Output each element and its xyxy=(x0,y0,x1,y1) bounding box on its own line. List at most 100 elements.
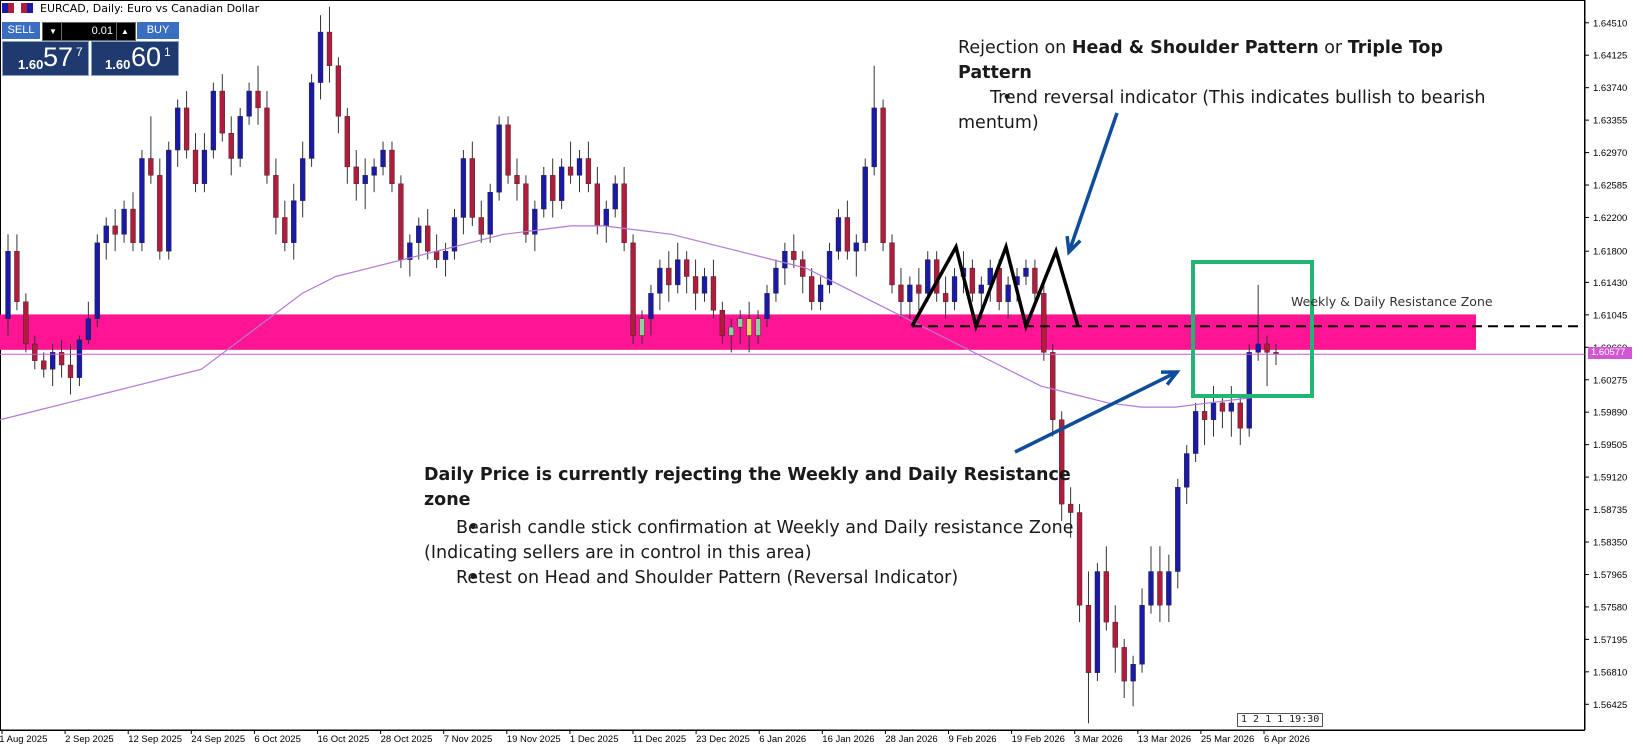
candle xyxy=(175,107,181,151)
x-tick-label: 13 Mar 2026 xyxy=(1138,734,1191,745)
candle xyxy=(210,90,217,151)
x-tick-label: 7 Nov 2025 xyxy=(444,734,493,745)
y-tick-label: 1.62585 xyxy=(1593,181,1627,192)
candle xyxy=(817,284,824,302)
x-tick-label: 16 Oct 2025 xyxy=(318,734,370,745)
candle xyxy=(567,166,574,176)
candle xyxy=(112,225,118,235)
candle xyxy=(478,217,484,235)
sell-price-main: 57 xyxy=(43,42,74,72)
candle xyxy=(139,158,145,243)
candle xyxy=(487,191,493,235)
candle xyxy=(14,251,20,302)
y-tick-label: 1.59120 xyxy=(1593,473,1627,484)
candle xyxy=(558,166,565,201)
sell-button[interactable]: SELL xyxy=(2,22,40,39)
candle xyxy=(657,267,663,294)
candle xyxy=(282,217,288,243)
y-tick-label: 1.62200 xyxy=(1593,213,1627,224)
candle xyxy=(728,326,734,336)
x-tick-label: 6 Oct 2025 xyxy=(254,734,300,745)
buy-price-prefix: 1.60 xyxy=(105,57,131,72)
candle xyxy=(925,259,931,294)
candle xyxy=(585,158,592,184)
buy-price-box[interactable]: 1.60 60 1 xyxy=(91,41,179,76)
candle xyxy=(183,107,190,151)
candle xyxy=(1157,571,1163,606)
candle xyxy=(1067,503,1074,513)
candle xyxy=(594,183,601,227)
chart-symbol: EURCAD, Daily: xyxy=(40,2,124,15)
candle xyxy=(166,149,172,252)
lot-size-value[interactable]: 0.01 xyxy=(91,25,113,37)
candle xyxy=(273,175,279,218)
chevron-down-icon[interactable]: ▼ xyxy=(45,23,62,40)
candle xyxy=(853,242,859,252)
candle xyxy=(683,259,690,277)
moving-average-line xyxy=(0,225,1277,421)
candles-layer xyxy=(5,6,1279,724)
candle xyxy=(246,90,252,117)
sell-price-box[interactable]: 1.60 57 7 xyxy=(2,41,89,76)
candle xyxy=(666,267,672,286)
sell-price-suffix: 7 xyxy=(76,45,83,59)
annotation-bottom-bullet-1: • Bearish candle stick confirmation at We… xyxy=(424,518,1074,563)
arrow-to-pattern xyxy=(1067,112,1119,253)
candle xyxy=(300,158,306,201)
candle xyxy=(514,175,520,184)
candle xyxy=(496,124,502,193)
candle xyxy=(326,31,333,66)
candle xyxy=(603,208,609,227)
candle xyxy=(32,343,38,361)
lot-size-stepper[interactable]: ▼ 0.01 ▲ xyxy=(42,22,136,41)
candle xyxy=(1023,267,1029,277)
candle xyxy=(335,65,342,117)
candle xyxy=(1094,571,1101,673)
candle xyxy=(773,267,779,294)
candle xyxy=(1273,352,1279,355)
candle xyxy=(219,90,225,134)
candle xyxy=(362,175,368,184)
x-tick-label: 16 Jan 2026 xyxy=(822,734,874,745)
candle xyxy=(192,149,199,184)
candle xyxy=(1219,402,1226,412)
x-tick-label: 24 Sep 2025 xyxy=(191,734,245,745)
candle xyxy=(791,251,797,260)
candle xyxy=(1130,664,1136,682)
candle xyxy=(532,208,538,235)
candle xyxy=(291,200,297,243)
y-tick-label: 1.64510 xyxy=(1593,18,1627,29)
annotation-top-title: Rejection on Head & Shoulder Pattern or … xyxy=(958,38,1443,83)
candle xyxy=(907,284,913,302)
candle xyxy=(130,208,136,243)
candle xyxy=(1121,647,1127,682)
candle xyxy=(1005,284,1011,302)
candle xyxy=(576,158,583,176)
x-tick-label: 1 Dec 2025 xyxy=(570,734,619,745)
chart-icon xyxy=(2,3,14,13)
candle xyxy=(1032,267,1038,294)
candle xyxy=(344,116,350,168)
x-tick-label: 2 Sep 2025 xyxy=(65,734,114,745)
y-tick-label: 1.56810 xyxy=(1593,667,1627,678)
candle xyxy=(407,242,413,260)
candle xyxy=(228,132,234,159)
candle xyxy=(94,242,100,319)
candle xyxy=(692,276,699,294)
y-axis-panel xyxy=(1585,0,1643,746)
x-tick-label: 6 Jan 2026 xyxy=(759,734,806,745)
y-tick-label: 1.57580 xyxy=(1593,602,1627,613)
candle xyxy=(835,217,842,252)
candle xyxy=(264,107,270,176)
y-tick-label: 1.62970 xyxy=(1593,148,1627,159)
chevron-up-icon[interactable]: ▲ xyxy=(116,23,133,40)
x-tick-label: 19 Nov 2025 xyxy=(507,734,561,745)
resistance-retest-box xyxy=(1191,260,1314,398)
x-tick-label: 25 Mar 2026 xyxy=(1201,734,1254,745)
candle xyxy=(916,284,922,294)
buy-button[interactable]: BUY xyxy=(137,22,179,39)
x-tick-label: 12 Sep 2025 xyxy=(128,734,182,745)
annotation-bottom-heading: Daily Price is currently rejecting the W… xyxy=(424,465,1071,510)
candle xyxy=(1201,411,1208,420)
